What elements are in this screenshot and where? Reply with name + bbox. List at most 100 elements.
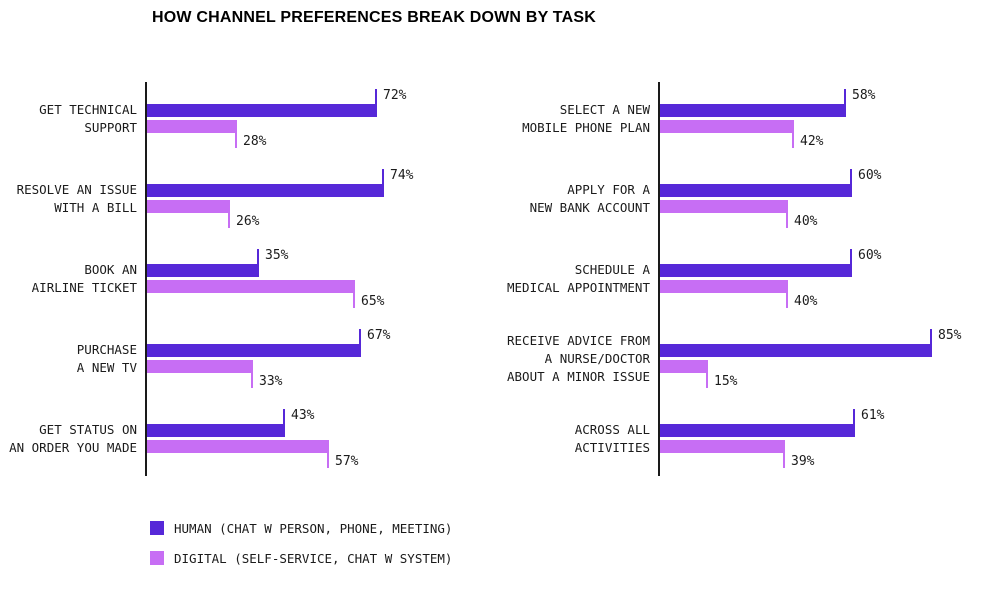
task-label-line: BOOK AN — [84, 262, 137, 277]
human-bar-tick — [844, 89, 846, 104]
human-bar — [147, 264, 259, 277]
task-label-line: PURCHASE — [76, 342, 137, 357]
task-label: GET STATUS ON AN ORDER YOU MADE — [9, 421, 137, 457]
digital-bar — [660, 280, 788, 293]
digital-bar — [147, 440, 329, 453]
task-label-line: ACTIVITIES — [574, 440, 650, 455]
human-bar-tick — [283, 409, 285, 424]
task-label-line: WITH A BILL — [54, 200, 137, 215]
human-value-label: 58% — [852, 88, 876, 103]
human-value-label: 85% — [938, 328, 962, 343]
task-label-line: SUPPORT — [84, 120, 137, 135]
digital-bar — [660, 360, 708, 373]
human-value-label: 43% — [291, 408, 315, 423]
human-bar — [660, 344, 932, 357]
digital-value-label: 39% — [791, 454, 815, 469]
digital-bar — [147, 120, 237, 133]
digital-value-label: 26% — [236, 214, 260, 229]
human-value-label: 67% — [367, 328, 391, 343]
digital-bar-tick — [783, 453, 785, 468]
task-label: PURCHASE A NEW TV — [77, 341, 137, 377]
human-bar-tick — [359, 329, 361, 344]
human-value-label: 74% — [390, 168, 414, 183]
digital-bar-tick — [235, 133, 237, 148]
human-bar — [660, 104, 846, 117]
task-label-line: SCHEDULE A — [574, 262, 650, 277]
human-bar — [147, 424, 285, 437]
human-value-label: 60% — [858, 168, 882, 183]
digital-value-label: 40% — [794, 294, 818, 309]
task-label-line: AIRLINE TICKET — [31, 280, 137, 295]
task-label-line: AN ORDER YOU MADE — [9, 440, 137, 455]
human-bar-tick — [257, 249, 259, 264]
task-label: BOOK AN AIRLINE TICKET — [32, 261, 137, 297]
human-value-label: 35% — [265, 248, 289, 263]
digital-bar — [660, 200, 788, 213]
task-label-line: ABOUT A MINOR ISSUE — [507, 369, 650, 384]
legend: HUMAN (CHAT W PERSON, PHONE, MEETING) DI… — [150, 521, 452, 581]
digital-value-label: 40% — [794, 214, 818, 229]
digital-bar — [147, 280, 355, 293]
digital-bar-tick — [706, 373, 708, 388]
task-label: RECEIVE ADVICE FROM A NURSE/DOCTOR ABOUT A… — [507, 332, 650, 386]
digital-value-label: 33% — [259, 374, 283, 389]
task-label-line: SELECT A NEW — [559, 102, 650, 117]
task-label: ACROSS ALL ACTIVITIES — [575, 421, 650, 457]
human-bar — [660, 264, 852, 277]
y-axis — [145, 82, 147, 476]
task-label: APPLY FOR A NEW BANK ACCOUNT — [530, 181, 650, 217]
human-bar — [660, 424, 855, 437]
task-label-line: MEDICAL APPOINTMENT — [507, 280, 650, 295]
task-label: RESOLVE AN ISSUE WITH A BILL — [17, 181, 137, 217]
task-label-line: APPLY FOR A — [567, 182, 650, 197]
task-label: SCHEDULE A MEDICAL APPOINTMENT — [507, 261, 650, 297]
digital-bar-tick — [786, 293, 788, 308]
digital-bar-tick — [228, 213, 230, 228]
task-label-line: RECEIVE ADVICE FROM — [507, 333, 650, 348]
digital-value-label: 28% — [243, 134, 267, 149]
task-label-line: GET STATUS ON — [39, 422, 137, 437]
legend-label-human: HUMAN (CHAT W PERSON, PHONE, MEETING) — [174, 520, 453, 536]
digital-bar-tick — [251, 373, 253, 388]
human-value-label: 60% — [858, 248, 882, 263]
human-bar-tick — [930, 329, 932, 344]
human-bar-tick — [375, 89, 377, 104]
human-bar — [147, 184, 384, 197]
legend-label-digital: DIGITAL (SELF-SERVICE, CHAT W SYSTEM) — [174, 550, 453, 566]
human-bar-tick — [850, 169, 852, 184]
digital-value-label: 15% — [714, 374, 738, 389]
legend-swatch-digital-icon — [150, 551, 164, 565]
legend-swatch-human-icon — [150, 521, 164, 535]
human-bar — [147, 344, 361, 357]
digital-bar-tick — [353, 293, 355, 308]
digital-bar — [660, 120, 794, 133]
digital-value-label: 42% — [800, 134, 824, 149]
task-label: GET TECHNICAL SUPPORT — [39, 101, 137, 137]
digital-bar — [660, 440, 785, 453]
digital-value-label: 65% — [361, 294, 385, 309]
human-bar-tick — [853, 409, 855, 424]
task-label-line: GET TECHNICAL — [39, 102, 137, 117]
task-label-line: A NURSE/DOCTOR — [544, 351, 650, 366]
human-value-label: 72% — [383, 88, 407, 103]
task-label-line: A NEW TV — [76, 360, 137, 375]
human-bar — [660, 184, 852, 197]
chart-title: HOW CHANNEL PREFERENCES BREAK DOWN BY TA… — [152, 9, 596, 26]
digital-bar-tick — [792, 133, 794, 148]
y-axis — [658, 82, 660, 476]
human-bar-tick — [382, 169, 384, 184]
digital-bar-tick — [786, 213, 788, 228]
legend-item-digital: DIGITAL (SELF-SERVICE, CHAT W SYSTEM) — [150, 550, 453, 566]
digital-bar-tick — [327, 453, 329, 468]
human-value-label: 61% — [861, 408, 885, 423]
task-label: SELECT A NEW MOBILE PHONE PLAN — [522, 101, 650, 137]
task-label-line: RESOLVE AN ISSUE — [16, 182, 137, 197]
digital-bar — [147, 360, 253, 373]
digital-bar — [147, 200, 230, 213]
legend-item-human: HUMAN (CHAT W PERSON, PHONE, MEETING) — [150, 520, 453, 536]
task-label-line: MOBILE PHONE PLAN — [522, 120, 650, 135]
human-bar-tick — [850, 249, 852, 264]
